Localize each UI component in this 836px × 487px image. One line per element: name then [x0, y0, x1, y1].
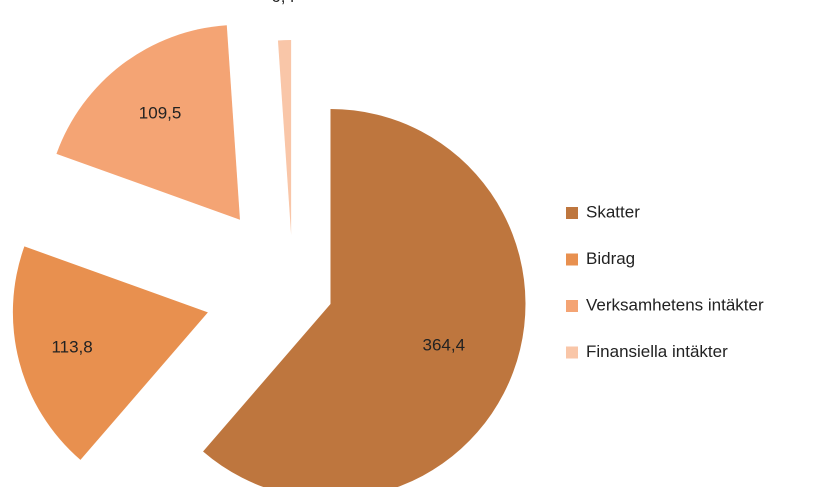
data-label: 109,5 [139, 103, 182, 122]
legend-swatch [566, 346, 578, 359]
legend-swatch [566, 207, 578, 219]
pie-slice [277, 40, 292, 236]
pie-slice [56, 25, 240, 220]
legend-label: Verksamhetens intäkter [586, 295, 764, 314]
pie-slice [203, 108, 526, 487]
legend-swatch [566, 253, 578, 266]
legend-label: Finansiella intäkter [586, 342, 728, 361]
legend-label: Bidrag [586, 249, 635, 268]
legend-swatch [566, 300, 578, 312]
data-label: 364,4 [423, 336, 466, 355]
data-label: 6,4 [271, 0, 295, 6]
legend-label: Skatter [586, 202, 640, 221]
data-label: 113,8 [51, 337, 92, 356]
pie-slice [12, 246, 208, 460]
